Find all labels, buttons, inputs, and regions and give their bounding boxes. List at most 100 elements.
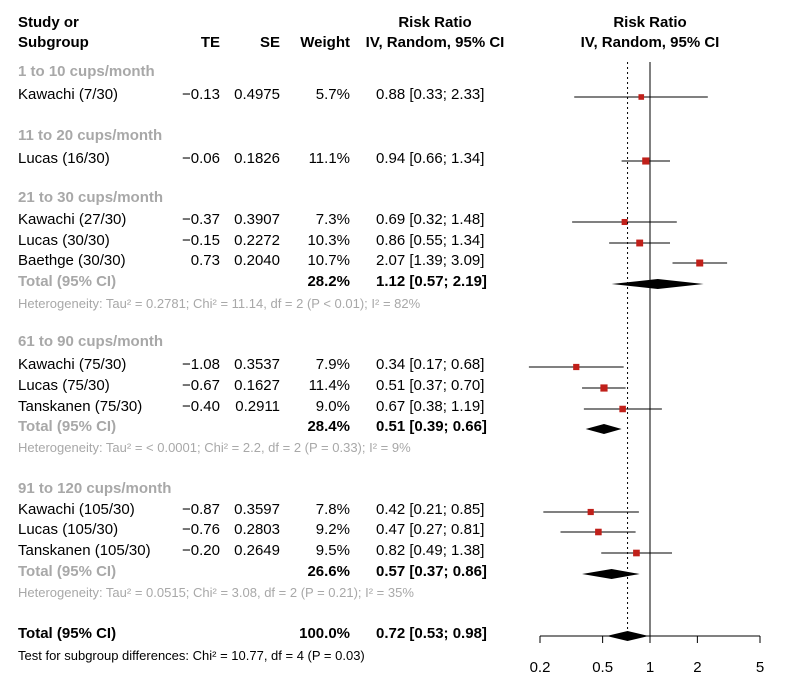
total-weight: 28.4% [307,418,350,435]
total-label: Total (95% CI) [18,418,117,435]
total-label: Total (95% CI) [18,273,117,290]
study-weight: 11.1% [308,150,350,167]
total-label: Total (95% CI) [18,625,117,642]
header-se: SE [259,34,280,51]
header-plot-title: Risk Ratio [613,14,687,31]
study-te: −0.67 [182,377,220,394]
total-weight: 100.0% [299,625,350,642]
study-name: Kawachi (27/30) [18,211,127,228]
study-se: 0.1627 [234,377,280,394]
subgroup-label: 21 to 30 cups/month [18,189,164,206]
study-se: 0.4975 [234,86,280,103]
study-te: −0.06 [182,150,220,167]
study-ci: 0.34 [0.17; 0.68] [376,356,485,373]
study-ci: 0.42 [0.21; 0.85] [376,501,485,518]
heterogeneity-stats: Heterogeneity: Tau² = < 0.0001; Chi² = 2… [18,440,411,455]
heterogeneity-stats: Heterogeneity: Tau² = 0.0515; Chi² = 3.0… [18,585,414,600]
total-weight: 28.2% [307,273,350,290]
study-name: Lucas (105/30) [18,521,119,538]
x-tick-label: 5 [756,659,764,676]
header-rr-method: IV, Random, 95% CI [365,34,505,51]
study-ci: 0.86 [0.55; 1.34] [376,232,485,249]
study-ci: 0.82 [0.49; 1.38] [376,542,485,559]
x-tick-label: 0.2 [530,659,551,676]
effect-marker [621,218,628,226]
study-te: −0.76 [182,521,220,538]
study-weight: 10.3% [307,232,350,249]
subgroup-label: 91 to 120 cups/month [18,480,172,497]
study-se: 0.3907 [234,211,280,228]
study-name: Lucas (30/30) [18,232,110,249]
effect-marker [587,508,594,516]
total-ci: 1.12 [0.57; 2.19] [376,273,487,290]
study-name: Kawachi (105/30) [18,501,135,518]
study-te: −0.40 [182,398,220,415]
subgroup-label: 61 to 90 cups/month [18,333,164,350]
total-ci: 0.72 [0.53; 0.98] [376,625,487,642]
study-ci: 0.67 [0.38; 1.19] [376,398,485,415]
study-te: −0.15 [182,232,220,249]
study-name: Lucas (75/30) [18,377,110,394]
study-name: Tanskanen (105/30) [18,542,151,559]
study-ci: 0.69 [0.32; 1.48] [376,211,485,228]
subgroup-test: Test for subgroup differences: Chi² = 10… [18,648,365,663]
effect-marker [638,94,645,100]
x-tick-label: 0.5 [592,659,613,676]
pooled-diamond [582,569,640,579]
header-rr-title: Risk Ratio [398,14,472,31]
study-te: −0.13 [182,86,220,103]
header-weight: Weight [300,34,350,51]
subgroup-label: 1 to 10 cups/month [18,63,155,80]
header-te: TE [200,34,220,51]
effect-marker [600,384,608,392]
study-weight: 9.0% [315,398,350,415]
effect-marker [642,157,650,165]
study-se: 0.2040 [234,252,280,269]
study-te: −0.37 [182,211,220,228]
effect-marker [633,549,640,557]
header-plot-method: IV, Random, 95% CI [580,34,720,51]
x-tick-label: 2 [693,659,701,676]
study-name: Tanskanen (75/30) [18,398,143,415]
header-subgroup: Subgroup [18,34,89,51]
study-ci: 0.47 [0.27; 0.81] [376,521,485,538]
study-ci: 0.51 [0.37; 0.70] [376,377,485,394]
study-name: Kawachi (7/30) [18,86,119,103]
subgroup-label: 11 to 20 cups/month [18,127,163,144]
header-study: Study or [18,14,79,31]
effect-marker [619,405,626,413]
study-ci: 2.07 [1.39; 3.09] [376,252,485,269]
study-name: Lucas (16/30) [18,150,110,167]
study-name: Kawachi (75/30) [18,356,127,373]
effect-marker [573,363,580,371]
study-weight: 7.3% [315,211,350,228]
study-se: 0.3597 [234,501,280,518]
study-se: 0.2911 [235,398,280,415]
study-weight: 9.2% [315,521,350,538]
study-se: 0.2272 [234,232,280,249]
total-weight: 26.6% [307,563,350,580]
study-se: 0.3537 [234,356,280,373]
study-te: −1.08 [182,356,220,373]
study-weight: 5.7% [315,86,350,103]
study-ci: 0.94 [0.66; 1.34] [376,150,485,167]
study-se: 0.2649 [234,542,280,559]
study-se: 0.2803 [234,521,280,538]
effect-marker [696,259,704,267]
total-ci: 0.57 [0.37; 0.86] [376,563,487,580]
heterogeneity-stats: Heterogeneity: Tau² = 0.2781; Chi² = 11.… [18,296,421,311]
pooled-diamond [585,424,622,434]
study-weight: 10.7% [307,252,350,269]
study-weight: 7.9% [315,356,350,373]
study-te: −0.20 [182,542,220,559]
study-te: 0.73 [190,252,220,269]
study-se: 0.1826 [234,150,280,167]
study-weight: 11.4% [308,377,350,394]
effect-marker [595,528,602,536]
study-ci: 0.88 [0.33; 2.33] [376,86,485,103]
pooled-diamond [611,279,704,289]
effect-marker [636,239,644,247]
study-weight: 7.8% [315,501,350,518]
study-weight: 9.5% [315,542,350,559]
